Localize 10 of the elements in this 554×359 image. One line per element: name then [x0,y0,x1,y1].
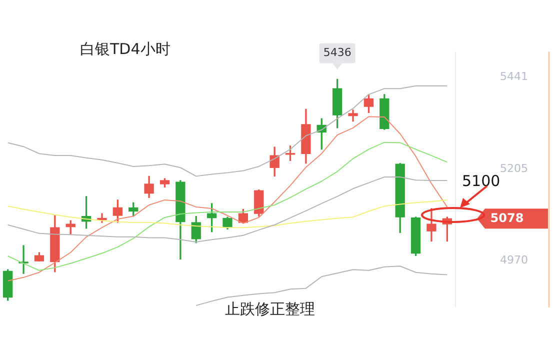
annotation: 止跌修正整理 [225,300,315,318]
candlestick [348,110,358,122]
y-tick-label: 5441 [500,70,528,84]
candlestick [18,245,28,274]
y-tick-label: 5205 [500,162,528,176]
y-tick-label: 4970 [500,254,528,267]
text: 5078 [490,210,524,225]
text: 5100 [462,172,500,190]
chart-title: 白银TD4小时 [80,40,170,58]
annotation: 5436 [323,46,352,60]
